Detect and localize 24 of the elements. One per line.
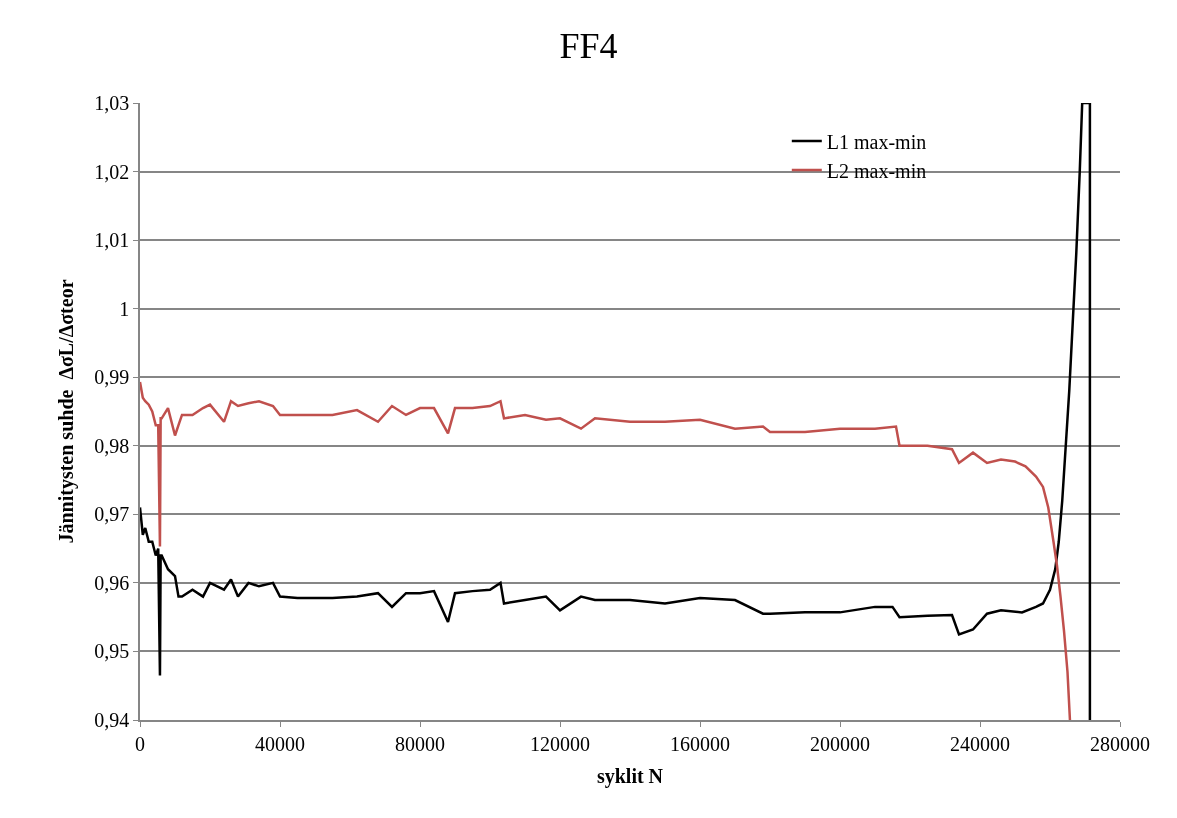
line-series [140, 380, 1072, 720]
x-axis-title: syklit N [596, 764, 664, 788]
y-tick-label: 0,96 [94, 571, 130, 594]
legend-label: L1 max-min [826, 130, 927, 153]
x-tick-label: 40000 [255, 732, 305, 755]
y-tick-label: 0,99 [94, 366, 130, 389]
x-tick-label: 80000 [395, 732, 445, 755]
x-tick-label: 200000 [810, 732, 870, 755]
legend-label: L2 max-min [826, 159, 927, 182]
x-tick-label: 240000 [950, 732, 1010, 755]
x-tick-label: 280000 [1090, 732, 1150, 755]
y-tick-label: 1,03 [94, 92, 130, 114]
y-tick-label: 1,01 [94, 229, 130, 252]
x-tick-label: 160000 [670, 732, 730, 755]
y-tick-label: 0,97 [94, 503, 130, 526]
y-tick-label: 1 [119, 297, 130, 320]
y-tick-label: 1,02 [94, 160, 130, 183]
y-tick-label: 0,94 [94, 709, 130, 731]
y-tick-label: 0,98 [94, 434, 130, 457]
chart-title: FF4 [559, 25, 618, 66]
y-axis-title: Jännitysten suhde ΔσL/Δσteor [55, 279, 79, 544]
x-tick-label: 0 [135, 732, 145, 755]
x-tick-label: 120000 [530, 732, 590, 755]
y-tick-label: 0,95 [94, 640, 130, 663]
